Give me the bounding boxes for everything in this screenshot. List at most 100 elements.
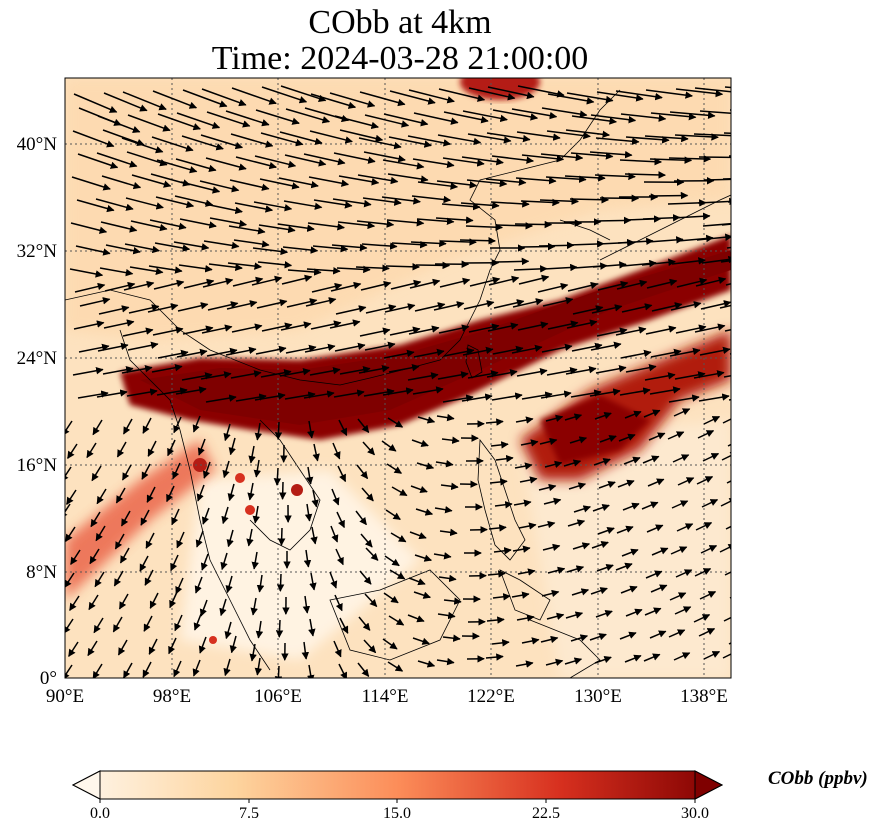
wind-arrow [465, 223, 503, 231]
wind-arrow [701, 498, 719, 508]
wind-arrow [116, 441, 127, 458]
wind-arrow [256, 299, 288, 309]
wind-arrow [310, 526, 318, 545]
wind-arrow [221, 506, 229, 525]
wind-arrow [616, 279, 648, 290]
wind-arrow [277, 527, 286, 546]
wind-arrow [487, 570, 506, 578]
wind-arrow [385, 263, 420, 271]
wind-arrow [361, 487, 374, 502]
wind-arrow [487, 86, 535, 100]
wind-arrow [572, 305, 604, 315]
wind-arrow [591, 304, 623, 314]
wind-arrow [619, 157, 662, 166]
wind-arrow [386, 463, 402, 474]
wind-arrow [570, 152, 614, 160]
wind-arrow [357, 662, 370, 677]
wind-arrow [229, 635, 237, 654]
wind-arrow [253, 201, 293, 212]
wind-arrow [122, 327, 154, 337]
wind-arrow [595, 365, 627, 374]
wind-arrow [494, 257, 530, 266]
wind-arrow [361, 242, 398, 250]
wind-arrow [437, 134, 482, 146]
wind-arrow [412, 637, 430, 645]
wind-arrow [571, 115, 617, 125]
wind-arrow [569, 195, 610, 204]
wind-arrow [676, 277, 708, 288]
wind-arrow [391, 486, 408, 497]
wind-arrow [728, 398, 731, 401]
wind-arrow [70, 549, 81, 565]
wind-arrow [387, 173, 429, 183]
wind-arrow [542, 543, 561, 552]
wind-arrow [436, 413, 455, 422]
wind-arrow [515, 176, 557, 185]
wind-arrow [255, 620, 264, 639]
wind-arrow [722, 178, 731, 180]
wind-arrow [246, 528, 254, 547]
wind-arrow [139, 555, 149, 572]
wind-arrow [668, 629, 686, 638]
wind-arrow [700, 544, 718, 554]
wind-arrow [257, 261, 293, 269]
wind-arrow [332, 442, 341, 460]
wind-arrow [647, 236, 684, 244]
wind-arrow [311, 282, 343, 293]
wind-arrow [335, 305, 367, 315]
wind-arrow [183, 278, 215, 289]
wind-arrow [468, 87, 516, 101]
wind-arrow [491, 639, 510, 647]
wind-arrow [102, 129, 145, 147]
wind-arrow [114, 533, 125, 550]
wind-arrow [590, 114, 637, 124]
wind-arrow [148, 638, 158, 655]
wind-arrow [207, 301, 239, 311]
wind-arrow [302, 595, 311, 614]
wind-arrow [303, 390, 335, 399]
wind-arrow [383, 349, 415, 359]
wind-arrow [702, 452, 720, 462]
wind-arrow [95, 525, 106, 542]
wind-arrow [513, 265, 548, 273]
wind-arrow [197, 438, 206, 456]
wind-arrow [463, 300, 495, 310]
wind-arrow [387, 417, 404, 428]
wind-arrow [149, 219, 187, 230]
wind-arrow [541, 107, 588, 118]
wind-arrow [414, 302, 446, 312]
colorbar-tick: 15.0 [383, 805, 411, 822]
wind-arrow [194, 576, 203, 594]
wind-arrow [311, 489, 319, 508]
wind-arrow [152, 326, 184, 336]
wind-arrow [234, 202, 274, 213]
wind-arrow [538, 241, 575, 250]
wind-arrow [305, 297, 337, 307]
wind-arrow [521, 637, 540, 645]
wind-arrow [383, 592, 399, 604]
wind-arrow [169, 591, 178, 609]
wind-arrow [644, 134, 689, 143]
wind-arrow [518, 274, 550, 285]
wind-arrow [360, 533, 373, 548]
wind-arrow [726, 246, 731, 249]
wind-arrow [674, 606, 692, 615]
y-tick-label: 24°N [17, 348, 58, 369]
wind-arrow [621, 548, 639, 557]
wind-arrow [695, 522, 713, 531]
wind-arrow [195, 530, 204, 548]
wind-arrow [338, 663, 347, 678]
wind-arrow [676, 523, 694, 532]
wind-arrow [313, 199, 353, 209]
wind-arrow [703, 650, 721, 660]
wind-arrow [724, 571, 731, 576]
wind-arrow [96, 389, 128, 398]
wind-arrow [69, 268, 104, 278]
x-tick-label: 90°E [46, 686, 84, 707]
wind-arrow [254, 422, 263, 441]
wind-arrow [410, 485, 428, 494]
y-tick-label: 40°N [17, 134, 58, 155]
wind-arrow [519, 476, 538, 484]
wind-arrow [127, 114, 171, 132]
wind-arrow [209, 217, 247, 228]
